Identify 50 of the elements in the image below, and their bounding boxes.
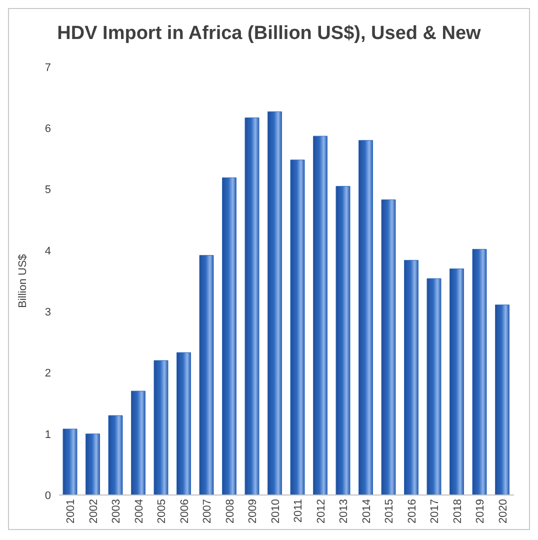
bar bbox=[290, 160, 305, 495]
bar bbox=[268, 111, 282, 495]
x-tick-label: 2015 bbox=[384, 499, 396, 524]
bar bbox=[108, 415, 123, 495]
bar bbox=[404, 260, 418, 495]
x-tick-label: 2006 bbox=[178, 499, 191, 524]
x-tick-label: 2007 bbox=[202, 499, 214, 524]
y-tick-label: 6 bbox=[44, 123, 51, 136]
bar bbox=[62, 428, 78, 495]
x-tick-label: 2010 bbox=[270, 499, 282, 524]
x-tick-label: 2004 bbox=[133, 499, 146, 524]
bar bbox=[336, 186, 350, 495]
x-tick-label: 2002 bbox=[88, 499, 100, 524]
bar bbox=[131, 390, 146, 495]
x-tick-label: 2005 bbox=[156, 499, 168, 524]
bar bbox=[176, 352, 191, 495]
x-tick-label: 2008 bbox=[224, 499, 236, 524]
bar bbox=[199, 255, 214, 495]
x-tick-label: 2003 bbox=[110, 499, 123, 524]
x-tick-label: 2017 bbox=[429, 499, 442, 524]
x-tick-label: 2009 bbox=[247, 499, 260, 524]
bar bbox=[313, 136, 328, 495]
x-tick-label: 2019 bbox=[474, 499, 487, 524]
bar bbox=[450, 268, 464, 495]
bar bbox=[381, 199, 396, 495]
x-tick-label: 2001 bbox=[65, 499, 78, 524]
y-tick-label: 0 bbox=[44, 490, 51, 502]
y-tick-label: 2 bbox=[44, 368, 51, 380]
x-tick-label: 2020 bbox=[497, 499, 510, 524]
y-tick-label: 3 bbox=[44, 306, 51, 318]
bar bbox=[495, 304, 510, 495]
y-axis-title: Billion US$ bbox=[16, 254, 29, 308]
y-tick-label: 7 bbox=[44, 62, 51, 74]
y-tick-label: 4 bbox=[44, 245, 51, 258]
bar bbox=[472, 248, 487, 495]
x-tick-label: 2014 bbox=[360, 499, 373, 524]
bar bbox=[358, 140, 373, 495]
y-tick-label: 1 bbox=[44, 428, 51, 441]
bar bbox=[426, 278, 442, 495]
y-tick-label: 5 bbox=[44, 184, 51, 196]
x-tick-label: 2016 bbox=[406, 499, 418, 524]
bar bbox=[222, 177, 236, 495]
x-tick-label: 2012 bbox=[315, 499, 328, 524]
bar bbox=[154, 360, 168, 495]
chart-title: HDV Import in Africa (Billion US$), Used & New bbox=[56, 22, 482, 46]
x-tick-label: 2011 bbox=[292, 499, 305, 523]
x-tick-label: 2018 bbox=[452, 499, 464, 524]
bar bbox=[86, 434, 100, 495]
bar bbox=[244, 118, 260, 495]
x-tick-label: 2013 bbox=[338, 499, 350, 524]
